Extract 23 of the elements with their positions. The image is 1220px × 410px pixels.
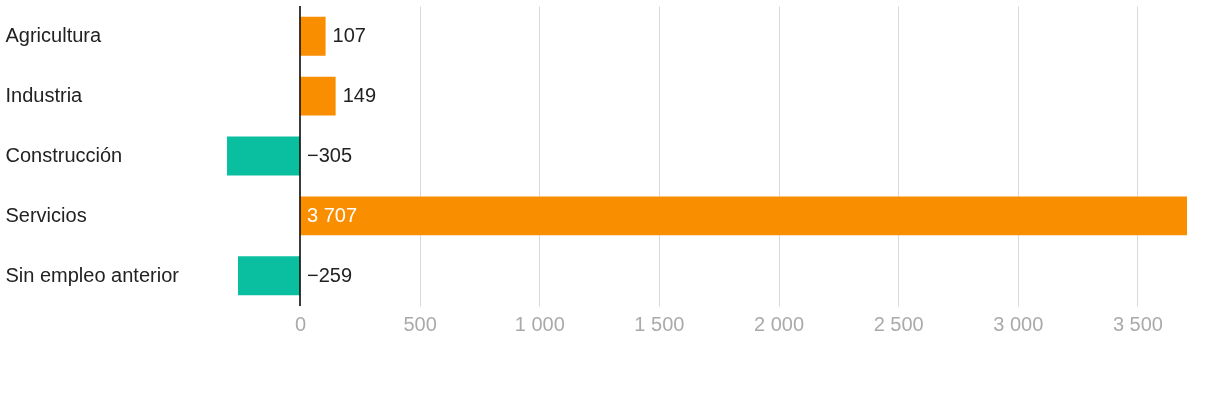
bar xyxy=(227,136,300,176)
data-label: 3 707 xyxy=(306,203,358,226)
bar xyxy=(299,76,336,116)
y-tick-label: Industria xyxy=(5,84,84,107)
y-tick-label: Construcción xyxy=(5,144,123,166)
data-label: 107 xyxy=(332,24,366,47)
x-tick-label: 3 000 xyxy=(993,312,1044,335)
data-label: −259 xyxy=(306,263,353,286)
bar xyxy=(299,196,1187,236)
x-tick-label: 2 500 xyxy=(873,312,924,335)
x-tick-label: 1 000 xyxy=(514,312,565,335)
y-tick-label: Agricultura xyxy=(5,24,102,47)
bar xyxy=(238,256,300,296)
bar xyxy=(299,16,326,56)
y-tick-label: Sin empleo anterior xyxy=(5,263,180,286)
data-label: 149 xyxy=(342,84,377,107)
x-tick-label: 500 xyxy=(403,312,437,335)
x-tick-label: 3 500 xyxy=(1112,312,1163,335)
y-tick-label: Servicios xyxy=(5,203,87,226)
x-tick-label: 0 xyxy=(294,312,307,335)
x-tick-label: 2 000 xyxy=(754,312,805,335)
data-label: −305 xyxy=(306,144,353,166)
x-tick-label: 1 500 xyxy=(634,312,685,335)
